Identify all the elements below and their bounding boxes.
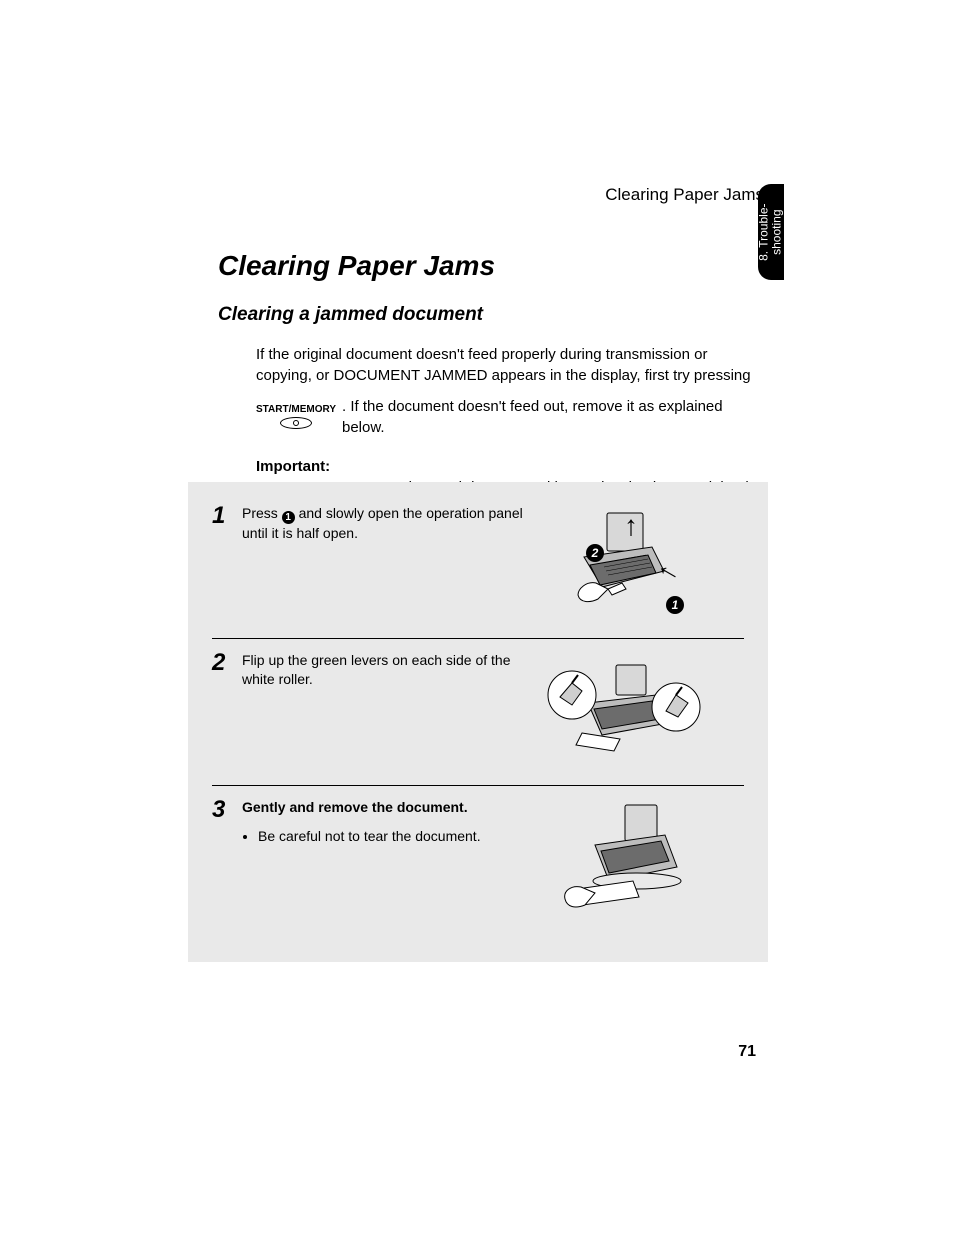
important-label: Important:: [256, 458, 330, 475]
step-2: 2 Flip up the green levers on each side …: [212, 638, 744, 785]
button-instruction-line: START/MEMORY . If the document doesn't f…: [256, 396, 766, 438]
start-memory-label: START/MEMORY: [256, 405, 336, 415]
section-subtitle: Clearing a jammed document: [218, 304, 766, 326]
step-1-illustration: ↑ ↑ 2 1: [542, 504, 702, 624]
step-1-text-after: and slowly open the operation panel unti…: [242, 505, 523, 541]
step-number: 2: [212, 649, 242, 677]
step-3-illustration: [542, 798, 702, 918]
step-text: Flip up the green levers on each side of…: [242, 651, 542, 689]
step-2-illustration: [542, 651, 702, 771]
step-number: 1: [212, 502, 242, 530]
inline-callout-1-icon: 1: [282, 511, 295, 524]
page-number: 71: [738, 1043, 756, 1061]
step-3-bullet: Be careful not to tear the document.: [258, 827, 532, 846]
manual-page: Clearing Paper Jams 8. Trouble-shooting …: [0, 0, 954, 1235]
arrow-up-icon: ↑: [624, 510, 638, 542]
start-memory-oval-icon: [280, 417, 312, 429]
step-text: Gently and remove the document. Be caref…: [242, 798, 542, 846]
start-memory-button-icon: START/MEMORY: [256, 405, 336, 429]
step-3: 3 Gently and remove the document. Be car…: [212, 785, 744, 932]
step-1: 1 Press 1 and slowly open the operation …: [188, 492, 768, 638]
step-1-text-before: Press: [242, 505, 282, 521]
page-title: Clearing Paper Jams: [218, 250, 766, 282]
step-number: 3: [212, 796, 242, 824]
fax-levers-icon: [542, 661, 702, 761]
steps-box: 1 Press 1 and slowly open the operation …: [188, 482, 768, 962]
step-text: Press 1 and slowly open the operation pa…: [242, 504, 542, 543]
intro-paragraph-1: If the original document doesn't feed pr…: [256, 344, 766, 386]
fax-remove-doc-icon: [547, 803, 697, 913]
running-header: Clearing Paper Jams: [605, 185, 764, 205]
step-3-bold-text: Gently and remove the document.: [242, 799, 468, 815]
callout-2-icon: 2: [586, 544, 604, 562]
callout-1-icon: 1: [666, 596, 684, 614]
intro-paragraph-2: . If the document doesn't feed out, remo…: [342, 396, 766, 438]
